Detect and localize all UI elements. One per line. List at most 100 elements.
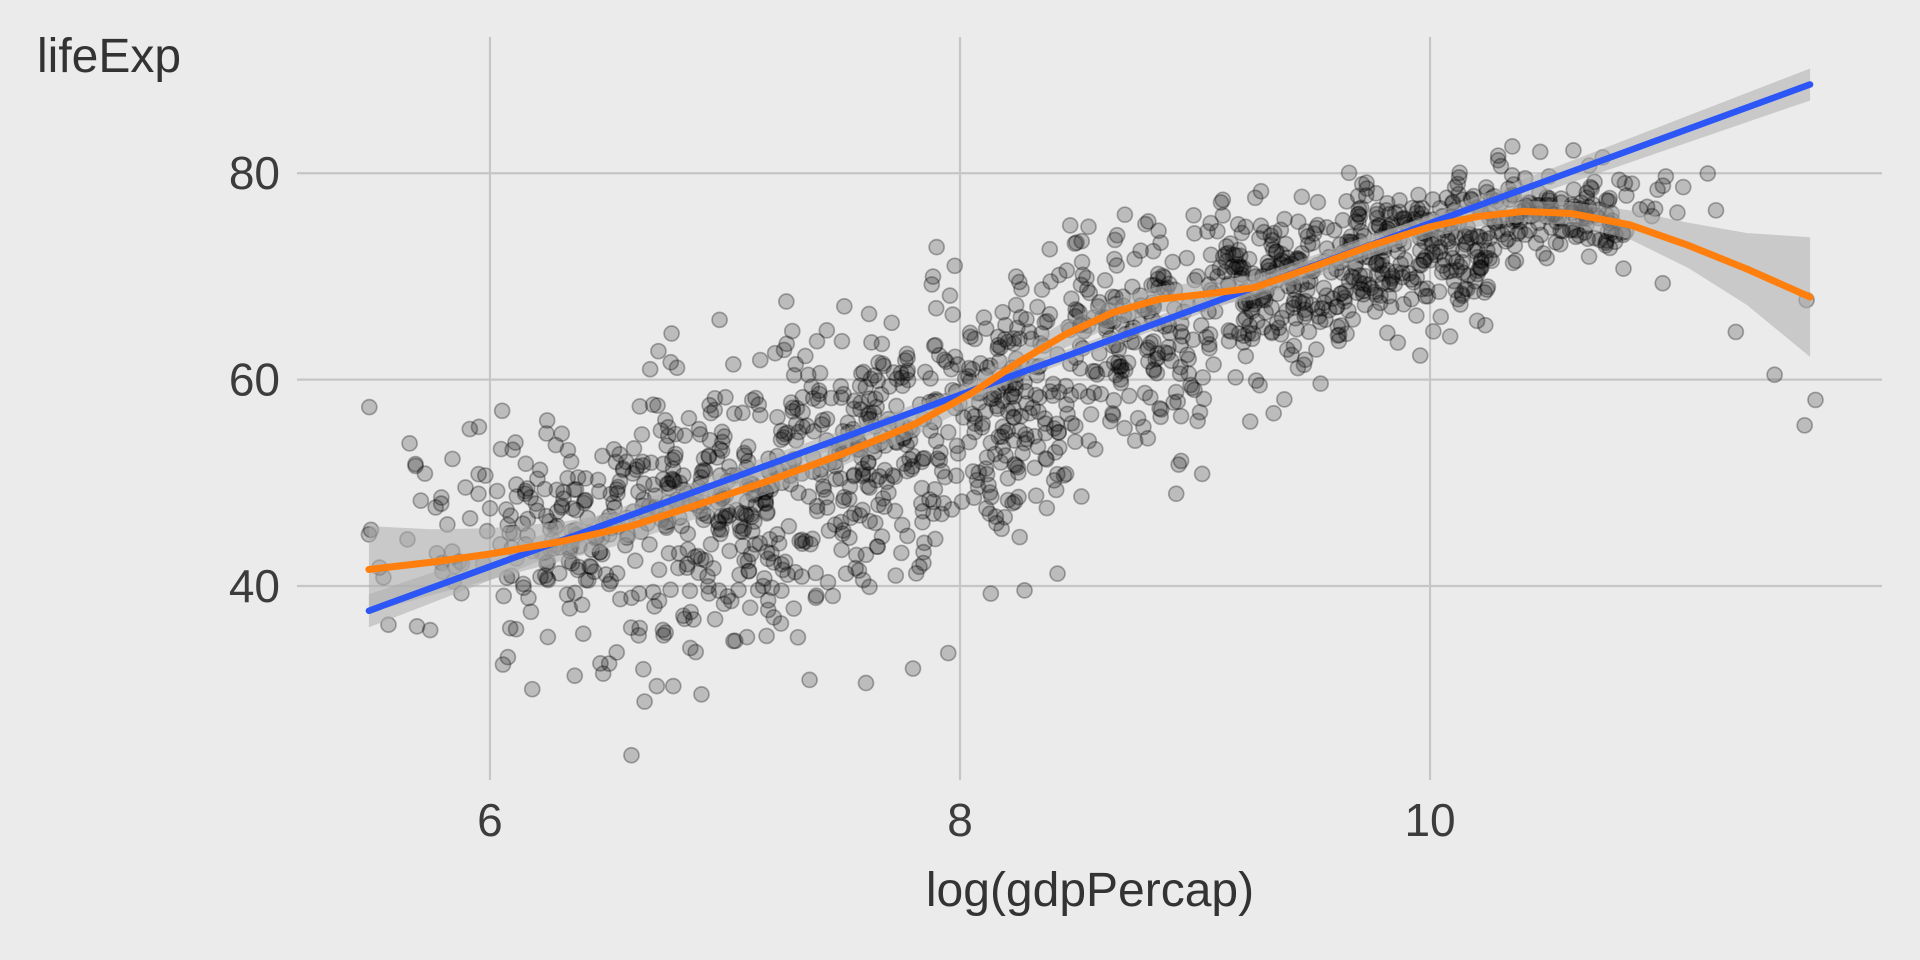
scatter-point	[700, 585, 718, 602]
scatter-point	[1727, 323, 1745, 341]
scatter-point	[1479, 225, 1496, 242]
scatter-point	[1220, 322, 1238, 339]
scatter-point	[1231, 258, 1248, 276]
scatter-point	[1026, 459, 1044, 477]
scatter-point	[758, 505, 776, 522]
scatter-point	[1110, 353, 1127, 371]
scatter-point	[1005, 432, 1023, 449]
scatter-point	[1344, 311, 1362, 328]
scatter-point	[659, 427, 677, 445]
scatter-point	[1454, 241, 1472, 259]
scatter-point	[1478, 242, 1496, 259]
scatter-point	[966, 423, 983, 441]
scatter-point	[986, 445, 1004, 463]
scatter-point	[817, 488, 835, 506]
scatter-point	[725, 632, 742, 650]
scatter-point	[938, 353, 955, 371]
scatter-point	[1165, 394, 1182, 411]
scatter-point	[575, 494, 593, 512]
scatter-point	[1036, 410, 1054, 427]
scatter-point	[1273, 309, 1291, 327]
scatter-point	[726, 632, 744, 650]
scatter-point	[1565, 181, 1583, 198]
scatter-point	[1657, 168, 1675, 185]
scatter-point	[773, 582, 790, 600]
scatter-point	[1443, 240, 1461, 257]
scatter-point	[1038, 499, 1056, 517]
scatter-point	[1211, 259, 1229, 277]
scatter-point	[914, 513, 931, 531]
scatter-point	[835, 297, 853, 315]
scatter-point	[1466, 242, 1484, 260]
scatter-point	[529, 470, 546, 488]
scatter-point	[1202, 246, 1220, 264]
scatter-point	[1169, 393, 1187, 410]
scatter-point	[997, 316, 1014, 334]
scatter-point	[674, 467, 692, 484]
scatter-point	[721, 542, 738, 560]
scatter-point	[1371, 294, 1389, 312]
scatter-point	[725, 405, 743, 422]
scatter-point	[1485, 241, 1503, 259]
scatter-point	[1340, 164, 1358, 182]
scatter-point	[780, 517, 798, 535]
scatter-point	[878, 473, 896, 491]
scatter-point	[1473, 259, 1490, 276]
scatter-point	[896, 352, 914, 369]
scatter-point	[1010, 488, 1027, 506]
scatter-point	[1024, 399, 1042, 417]
scatter-point	[594, 447, 611, 465]
scatter-point	[1074, 266, 1092, 284]
scatter-point	[1195, 390, 1213, 408]
scatter-point	[1161, 324, 1179, 342]
scatter-point	[1387, 263, 1405, 281]
scatter-point	[863, 334, 880, 351]
scatter-point	[1290, 293, 1308, 310]
scatter-point	[1057, 377, 1075, 395]
scatter-point	[807, 564, 825, 582]
scatter-point	[1597, 234, 1615, 252]
scatter-point	[1472, 252, 1490, 270]
scatter-point	[1343, 268, 1361, 285]
scatter-point	[1027, 487, 1045, 505]
scatter-point	[569, 469, 587, 486]
scatter-point	[536, 480, 554, 498]
scatter-point	[796, 533, 814, 550]
scatter-point	[875, 357, 893, 375]
scatter-point	[926, 530, 944, 548]
scatter-point	[1164, 253, 1182, 271]
scatter-point	[1147, 350, 1165, 368]
scatter-point	[1674, 178, 1692, 196]
scatter-point	[964, 360, 981, 378]
scatter-point	[654, 470, 672, 488]
scatter-point	[1240, 250, 1258, 268]
scatter-point	[1227, 246, 1245, 264]
scatter-point	[916, 363, 934, 381]
scatter-point	[1063, 414, 1081, 432]
scatter-point	[1263, 236, 1280, 254]
scatter-point	[689, 547, 707, 565]
scatter-point	[1360, 276, 1378, 294]
scatter-point	[749, 581, 767, 599]
scatter-point	[565, 481, 583, 499]
scatter-point	[678, 555, 696, 573]
scatter-point	[747, 389, 764, 407]
scatter-point	[1353, 175, 1371, 193]
scatter-point	[1224, 258, 1241, 276]
scatter-point	[680, 409, 698, 427]
scatter-point	[903, 460, 920, 478]
scatter-point	[1591, 231, 1609, 249]
scatter-point	[553, 497, 571, 514]
scatter-point	[1380, 275, 1398, 293]
scatter-point	[1509, 225, 1527, 242]
scatter-point	[818, 322, 836, 339]
scatter-point	[1503, 138, 1521, 155]
scatter-point	[1307, 341, 1325, 358]
scatter-point	[883, 314, 901, 332]
scatter-point	[922, 370, 939, 387]
scatter-point	[1285, 337, 1303, 355]
scatter-point	[1263, 323, 1281, 341]
scatter-point	[996, 424, 1014, 441]
scatter-point	[1453, 285, 1471, 303]
